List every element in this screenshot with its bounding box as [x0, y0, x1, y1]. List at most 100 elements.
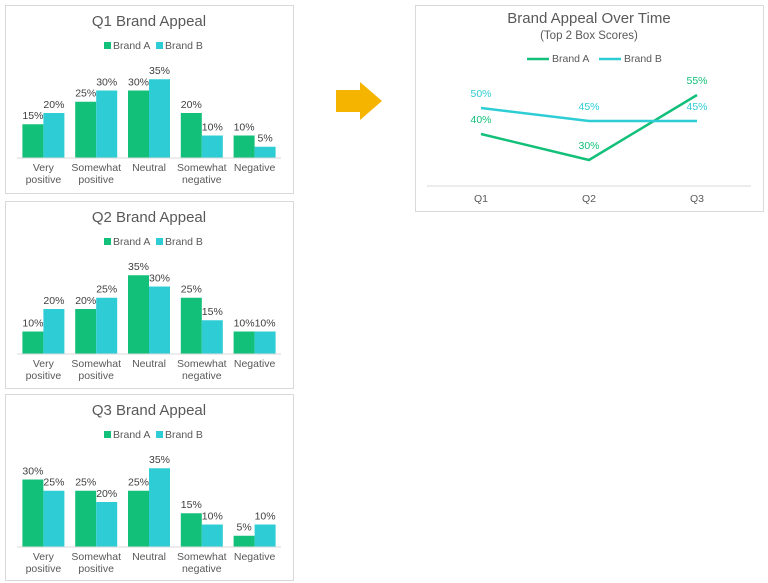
x-tick-label: Neutral [132, 551, 166, 563]
data-label: 25% [96, 284, 117, 296]
legend-label: Brand B [165, 236, 203, 248]
bar [254, 146, 276, 158]
bar [149, 79, 170, 158]
bar [149, 286, 170, 354]
bar [75, 309, 97, 354]
data-label: 30% [96, 76, 117, 88]
chart-title: Brand Appeal Over Time [507, 10, 670, 27]
legend-swatch [104, 42, 111, 49]
bar [233, 135, 255, 158]
bar [180, 297, 202, 354]
bar [128, 275, 149, 354]
x-tick-label: Somewhat negative [176, 551, 227, 575]
x-tick-label: Very positive [25, 551, 62, 575]
data-label: 30% [22, 465, 43, 477]
data-label: 5% [237, 522, 252, 534]
data-label: 20% [181, 99, 202, 111]
bar [128, 490, 149, 547]
legend-label: Brand A [113, 236, 150, 248]
data-label: 50% [470, 88, 491, 100]
x-tick-label: Somewhat negative [176, 162, 227, 186]
bar [180, 513, 202, 547]
bar [43, 309, 65, 354]
data-label: 10% [22, 317, 43, 329]
data-label: 25% [43, 477, 64, 489]
x-tick-label: Q3 [690, 193, 704, 205]
legend-label: Brand B [165, 40, 203, 52]
bar [149, 468, 170, 547]
bar [96, 502, 118, 547]
bar [43, 113, 65, 158]
x-tick-label: Negative [233, 551, 276, 563]
legend-swatch [156, 238, 163, 245]
bar [201, 135, 223, 158]
data-label: 20% [96, 488, 117, 500]
data-label: 10% [234, 121, 255, 133]
bar [128, 90, 149, 158]
bar [233, 331, 255, 354]
legend-swatch [156, 431, 163, 438]
data-label: 30% [578, 140, 599, 152]
line [480, 93, 698, 162]
bar [96, 90, 118, 158]
legend-label: Brand A [113, 40, 150, 52]
legend-label: Brand A [113, 429, 150, 441]
bar [22, 479, 44, 547]
line [480, 106, 697, 123]
chart-title: Q2 Brand Appeal [92, 209, 206, 226]
x-tick-label: Somewhat negative [176, 358, 227, 382]
data-label: 35% [149, 454, 170, 466]
x-tick-label: Negative [233, 162, 276, 174]
bar [22, 331, 44, 354]
data-label: 30% [149, 272, 170, 284]
chart-title: Q3 Brand Appeal [92, 402, 206, 419]
x-tick-label: Q1 [474, 193, 488, 205]
data-label: 20% [43, 295, 64, 307]
data-label: 40% [470, 114, 491, 126]
bar [96, 297, 118, 354]
legend-swatch [104, 238, 111, 245]
bar [254, 524, 276, 547]
x-tick-label: Very positive [25, 358, 62, 382]
x-tick-label: Negative [233, 358, 276, 370]
legend-swatch [156, 42, 163, 49]
data-label: 30% [128, 76, 149, 88]
x-tick-label: Somewhat positive [71, 551, 121, 575]
data-label: 45% [686, 101, 707, 113]
data-label: 45% [578, 101, 599, 113]
data-label: 20% [75, 295, 96, 307]
bar [75, 101, 97, 158]
x-tick-label: Q2 [582, 193, 596, 205]
chart-subtitle: (Top 2 Box Scores) [540, 30, 638, 42]
data-label: 25% [75, 477, 96, 489]
data-label: 35% [128, 261, 149, 273]
bar [201, 524, 223, 547]
data-label: 25% [128, 477, 149, 489]
bar [180, 113, 202, 158]
x-tick-label: Somewhat positive [71, 162, 121, 186]
data-label: 10% [202, 510, 223, 522]
x-tick-label: Neutral [132, 358, 166, 370]
data-label: 20% [43, 99, 64, 111]
bar [43, 490, 65, 547]
chart-title: Q1 Brand Appeal [92, 13, 206, 30]
bar [22, 124, 44, 158]
data-label: 10% [255, 317, 276, 329]
data-label: 10% [234, 317, 255, 329]
data-label: 10% [202, 121, 223, 133]
bar [254, 331, 276, 354]
bar [233, 535, 255, 547]
data-label: 55% [686, 75, 707, 87]
bar [75, 490, 97, 547]
data-label: 35% [149, 65, 170, 77]
legend-label: Brand B [165, 429, 203, 441]
x-tick-label: Neutral [132, 162, 166, 174]
arrow [336, 82, 382, 120]
chart-frame [415, 5, 764, 212]
bar [201, 320, 223, 354]
data-label: 25% [181, 284, 202, 296]
data-label: 15% [22, 110, 43, 122]
data-label: 15% [202, 306, 223, 318]
legend-swatch [104, 431, 111, 438]
